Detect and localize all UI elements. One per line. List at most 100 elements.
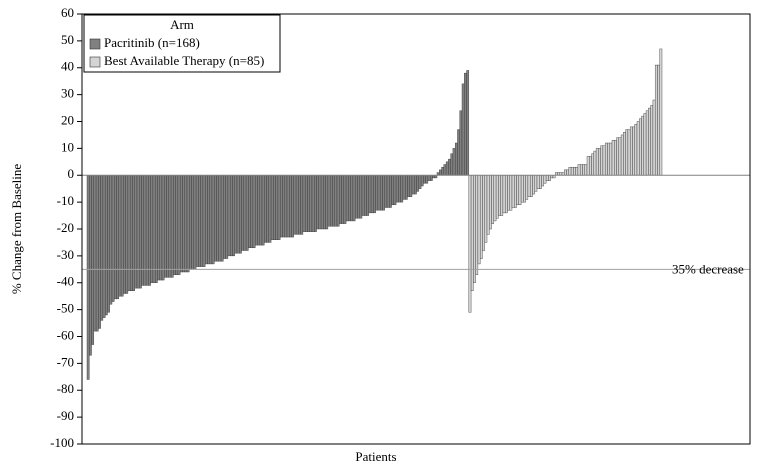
bar: [370, 175, 374, 214]
bar: [329, 175, 333, 227]
bar: [250, 175, 254, 249]
bar: [616, 137, 620, 176]
bar: [489, 175, 492, 230]
bar: [429, 175, 433, 181]
bar: [182, 175, 185, 273]
bar: [477, 175, 481, 265]
bar: [518, 175, 522, 206]
bar: [127, 175, 131, 292]
bar: [441, 166, 445, 176]
bar: [350, 175, 354, 222]
bar: [566, 169, 570, 176]
legend-box: [83, 14, 281, 73]
bar: [579, 164, 583, 176]
bar: [509, 175, 513, 211]
bar: [482, 175, 485, 251]
bar: [618, 137, 622, 176]
bar: [548, 175, 551, 181]
bar: [602, 145, 606, 176]
bar: [659, 48, 663, 176]
bar: [261, 175, 265, 246]
bar: [159, 175, 163, 281]
bar: [309, 175, 313, 232]
bar: [504, 175, 508, 214]
bar: [214, 175, 217, 262]
bar: [123, 175, 126, 294]
bar: [266, 175, 270, 243]
bar: [352, 175, 356, 222]
bar: [627, 129, 631, 176]
bar: [545, 175, 549, 181]
bar: [611, 140, 615, 176]
bar: [582, 164, 585, 176]
bar: [595, 148, 599, 176]
bar: [443, 164, 447, 176]
bar: [586, 156, 590, 176]
bar: [189, 175, 192, 270]
bar: [289, 175, 292, 238]
bar: [236, 175, 240, 254]
bar: [357, 175, 360, 219]
bar: [279, 175, 283, 238]
bar: [291, 175, 295, 238]
bar: [341, 175, 345, 224]
bar: [604, 142, 608, 176]
bar: [164, 175, 167, 278]
bar: [177, 175, 181, 275]
bar: [589, 156, 592, 176]
bar: [302, 175, 306, 232]
bar: [539, 175, 542, 189]
bar: [609, 142, 613, 176]
y-tick-label: -80: [57, 381, 74, 396]
bar: [102, 175, 106, 318]
bar: [502, 175, 506, 214]
bar: [409, 175, 413, 197]
bar: [416, 175, 420, 192]
bar: [500, 175, 504, 216]
bar: [204, 175, 208, 265]
bar: [514, 175, 517, 208]
bar: [354, 175, 358, 219]
bar: [89, 175, 92, 356]
bar: [318, 175, 322, 230]
bar: [282, 175, 285, 238]
bar: [384, 175, 388, 208]
y-tick-label: 30: [61, 86, 74, 101]
bar: [286, 175, 290, 238]
bar: [407, 175, 410, 197]
bar: [654, 64, 658, 176]
y-tick-label: -100: [50, 435, 74, 450]
bar: [404, 175, 408, 200]
y-tick-label: 20: [61, 112, 74, 127]
bar: [129, 175, 133, 292]
bar: [325, 175, 329, 230]
bar: [175, 175, 179, 275]
bar: [316, 175, 320, 230]
bar: [600, 145, 604, 176]
bar: [227, 175, 231, 257]
bar: [295, 175, 299, 235]
bar: [252, 175, 256, 249]
bar: [573, 166, 576, 176]
y-tick-label: 50: [61, 32, 74, 47]
bar: [541, 175, 545, 187]
bar: [170, 175, 174, 278]
bar: [525, 175, 529, 200]
bar: [300, 175, 304, 235]
bar: [423, 175, 426, 184]
bar: [284, 175, 288, 238]
bar: [636, 121, 640, 176]
bar: [336, 175, 340, 227]
bar: [632, 126, 635, 176]
bar: [629, 126, 633, 176]
bar: [116, 175, 120, 300]
bar: [391, 175, 395, 206]
y-tick-label: 40: [61, 59, 74, 74]
y-tick-label: -30: [57, 247, 74, 262]
reference-label: 35% decrease: [672, 261, 744, 276]
bar: [379, 175, 383, 211]
bar: [179, 175, 183, 273]
bar: [332, 175, 335, 227]
bar: [373, 175, 376, 214]
bar: [120, 175, 124, 297]
